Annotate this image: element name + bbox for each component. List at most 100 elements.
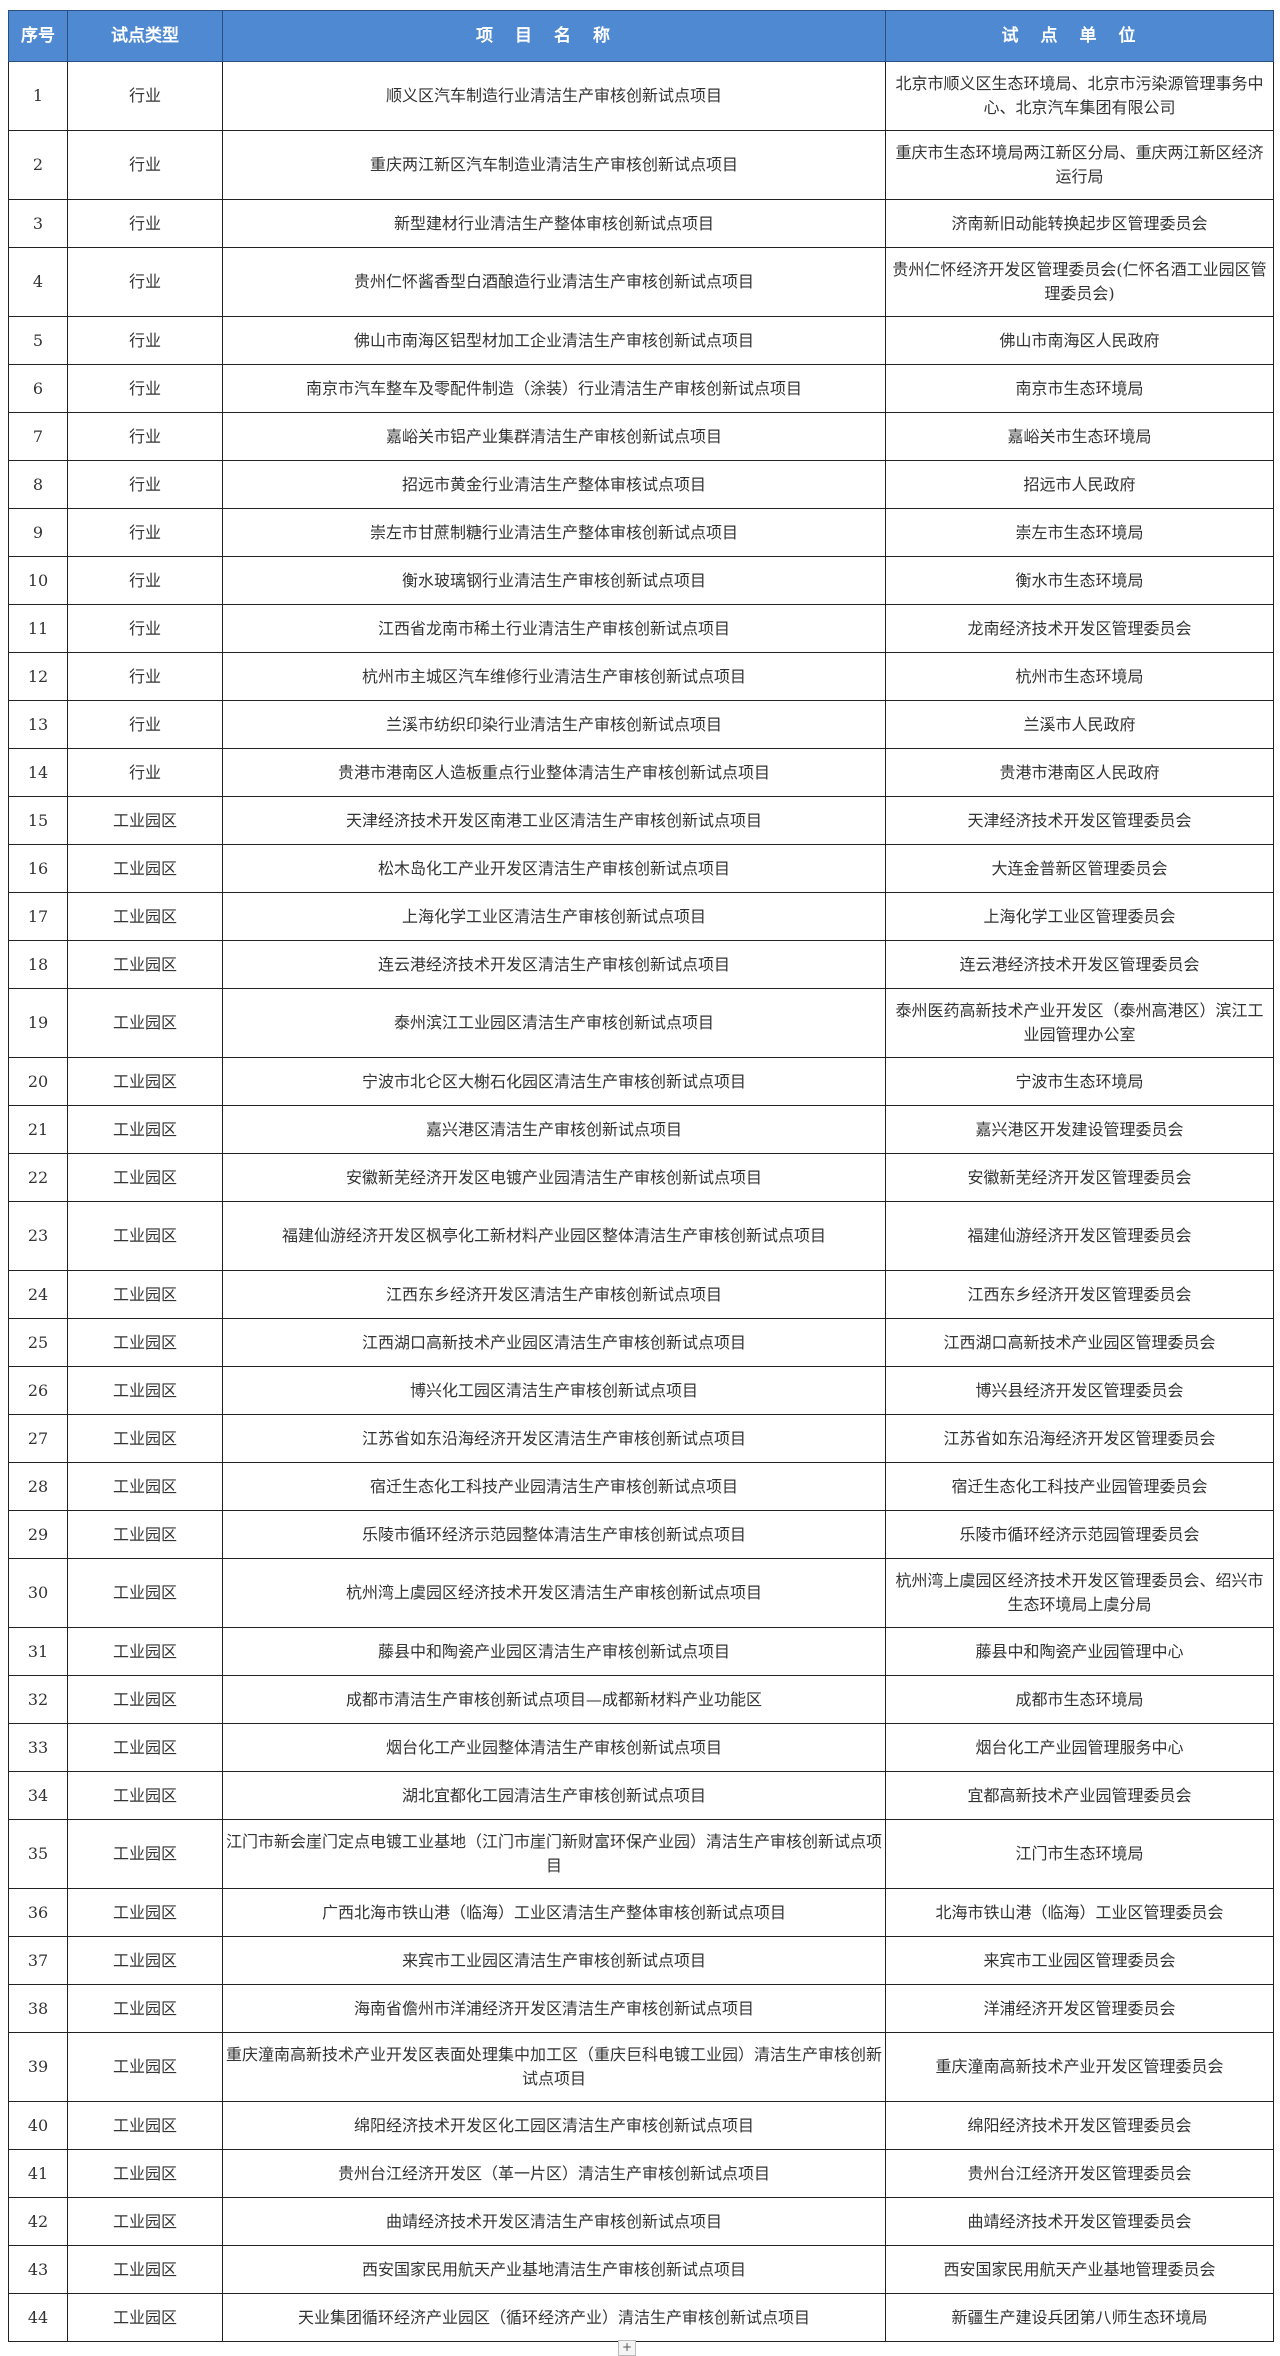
table-row: 34 工业园区 湖北宜都化工园清洁生产审核创新试点项目 宜都高新技术产业园管理委员会 [8, 1771, 1274, 1820]
cell-unit: 兰溪市人民政府 [885, 700, 1274, 749]
cell-type: 工业园区 [67, 1888, 223, 1937]
cell-type: 工业园区 [67, 1771, 223, 1820]
cell-project: 重庆两江新区汽车制造业清洁生产审核创新试点项目 [222, 130, 886, 200]
cell-type: 工业园区 [67, 2149, 223, 2198]
header-index: 序号 [8, 10, 68, 62]
cell-type: 工业园区 [67, 1201, 223, 1271]
table-row: 11 行业 江西省龙南市稀土行业清洁生产审核创新试点项目 龙南经济技术开发区管理委员会 [8, 604, 1274, 653]
cell-project: 来宾市工业园区清洁生产审核创新试点项目 [222, 1936, 886, 1985]
table-row: 24 工业园区 江西东乡经济开发区清洁生产审核创新试点项目 江西东乡经济开发区管理委员… [8, 1270, 1274, 1319]
cell-unit: 杭州湾上虞园区经济技术开发区管理委员会、绍兴市生态环境局上虞分局 [885, 1558, 1274, 1628]
cell-index: 9 [8, 508, 68, 557]
cell-unit: 江苏省如东沿海经济开发区管理委员会 [885, 1414, 1274, 1463]
cell-unit: 龙南经济技术开发区管理委员会 [885, 604, 1274, 653]
table-row: 33 工业园区 烟台化工产业园整体清洁生产审核创新试点项目 烟台化工产业园管理服务中心 [8, 1723, 1274, 1772]
cell-index: 25 [8, 1318, 68, 1367]
table-row: 7 行业 嘉峪关市铝产业集群清洁生产审核创新试点项目 嘉峪关市生态环境局 [8, 412, 1274, 461]
cell-unit: 北京市顺义区生态环境局、北京市污染源管理事务中心、北京汽车集团有限公司 [885, 61, 1274, 131]
cell-unit: 嘉峪关市生态环境局 [885, 412, 1274, 461]
cell-type: 工业园区 [67, 940, 223, 989]
cell-unit: 藤县中和陶瓷产业园管理中心 [885, 1627, 1274, 1676]
cell-type: 行业 [67, 748, 223, 797]
cell-project: 乐陵市循环经济示范园整体清洁生产审核创新试点项目 [222, 1510, 886, 1559]
cell-project: 松木岛化工产业开发区清洁生产审核创新试点项目 [222, 844, 886, 893]
cell-project: 连云港经济技术开发区清洁生产审核创新试点项目 [222, 940, 886, 989]
cell-index: 2 [8, 130, 68, 200]
cell-unit: 崇左市生态环境局 [885, 508, 1274, 557]
cell-index: 12 [8, 652, 68, 701]
cell-type: 工业园区 [67, 1723, 223, 1772]
cell-unit: 大连金普新区管理委员会 [885, 844, 1274, 893]
cell-project: 江西东乡经济开发区清洁生产审核创新试点项目 [222, 1270, 886, 1319]
cell-type: 工业园区 [67, 2293, 223, 2342]
cell-index: 34 [8, 1771, 68, 1820]
cell-project: 南京市汽车整车及零配件制造（涂装）行业清洁生产审核创新试点项目 [222, 364, 886, 413]
table-row: 3 行业 新型建材行业清洁生产整体审核创新试点项目 济南新旧动能转换起步区管理委员会 [8, 199, 1274, 248]
cell-type: 工业园区 [67, 2245, 223, 2294]
header-unit: 试点单位 [885, 10, 1274, 62]
cell-index: 42 [8, 2197, 68, 2246]
cell-unit: 江西东乡经济开发区管理委员会 [885, 1270, 1274, 1319]
cell-unit: 佛山市南海区人民政府 [885, 316, 1274, 365]
cell-type: 工业园区 [67, 1270, 223, 1319]
cell-project: 江门市新会崖门定点电镀工业基地（江门市崖门新财富环保产业园）清洁生产审核创新试点… [222, 1819, 886, 1889]
cell-unit: 江西湖口高新技术产业园区管理委员会 [885, 1318, 1274, 1367]
cell-project: 嘉兴港区清洁生产审核创新试点项目 [222, 1105, 886, 1154]
cell-project: 博兴化工园区清洁生产审核创新试点项目 [222, 1366, 886, 1415]
cell-type: 行业 [67, 199, 223, 248]
cell-type: 行业 [67, 61, 223, 131]
cell-unit: 嘉兴港区开发建设管理委员会 [885, 1105, 1274, 1154]
cell-project: 杭州湾上虞园区经济技术开发区清洁生产审核创新试点项目 [222, 1558, 886, 1628]
cell-type: 工业园区 [67, 1936, 223, 1985]
table-row: 27 工业园区 江苏省如东沿海经济开发区清洁生产审核创新试点项目 江苏省如东沿海经济开… [8, 1414, 1274, 1463]
cell-type: 工业园区 [67, 844, 223, 893]
cell-unit: 杭州市生态环境局 [885, 652, 1274, 701]
table-row: 1 行业 顺义区汽车制造行业清洁生产审核创新试点项目 北京市顺义区生态环境局、北京市污… [8, 61, 1274, 131]
cell-type: 工业园区 [67, 2197, 223, 2246]
cell-type: 行业 [67, 247, 223, 317]
cell-type: 行业 [67, 508, 223, 557]
cell-project: 贵州仁怀酱香型白酒酿造行业清洁生产审核创新试点项目 [222, 247, 886, 317]
cell-type: 工业园区 [67, 988, 223, 1058]
table-row: 10 行业 衡水玻璃钢行业清洁生产审核创新试点项目 衡水市生态环境局 [8, 556, 1274, 605]
cell-unit: 宁波市生态环境局 [885, 1057, 1274, 1106]
cell-project: 福建仙游经济开发区枫亭化工新材料产业园区整体清洁生产审核创新试点项目 [222, 1201, 886, 1271]
cell-index: 32 [8, 1675, 68, 1724]
cell-unit: 南京市生态环境局 [885, 364, 1274, 413]
cell-project: 西安国家民用航天产业基地清洁生产审核创新试点项目 [222, 2245, 886, 2294]
cell-type: 行业 [67, 652, 223, 701]
cell-type: 行业 [67, 130, 223, 200]
table-row: 22 工业园区 安徽新芜经济开发区电镀产业园清洁生产审核创新试点项目 安徽新芜经济开发… [8, 1153, 1274, 1202]
cell-project: 宿迁生态化工科技产业园清洁生产审核创新试点项目 [222, 1462, 886, 1511]
pilot-projects-table: 序号 试点类型 项目名称 试点单位 1 行业 顺义区汽车制造行业清洁生产审核创新试点… [8, 10, 1274, 2342]
cell-project: 成都市清洁生产审核创新试点项目—成都新材料产业功能区 [222, 1675, 886, 1724]
cell-index: 38 [8, 1984, 68, 2033]
cell-project: 江西湖口高新技术产业园区清洁生产审核创新试点项目 [222, 1318, 886, 1367]
cell-unit: 曲靖经济技术开发区管理委员会 [885, 2197, 1274, 2246]
cell-index: 19 [8, 988, 68, 1058]
cell-unit: 重庆市生态环境局两江新区分局、重庆两江新区经济运行局 [885, 130, 1274, 200]
cell-index: 40 [8, 2101, 68, 2150]
table-row: 37 工业园区 来宾市工业园区清洁生产审核创新试点项目 来宾市工业园区管理委员会 [8, 1936, 1274, 1985]
cell-unit: 重庆潼南高新技术产业开发区管理委员会 [885, 2032, 1274, 2102]
cell-type: 工业园区 [67, 1819, 223, 1889]
cell-type: 行业 [67, 316, 223, 365]
cell-type: 行业 [67, 364, 223, 413]
cell-unit: 江门市生态环境局 [885, 1819, 1274, 1889]
table-row: 5 行业 佛山市南海区铝型材加工企业清洁生产审核创新试点项目 佛山市南海区人民政府 [8, 316, 1274, 365]
cell-unit: 西安国家民用航天产业基地管理委员会 [885, 2245, 1274, 2294]
table-row: 43 工业园区 西安国家民用航天产业基地清洁生产审核创新试点项目 西安国家民用航天产业… [8, 2245, 1274, 2294]
cell-index: 27 [8, 1414, 68, 1463]
cell-project: 海南省儋州市洋浦经济开发区清洁生产审核创新试点项目 [222, 1984, 886, 2033]
cell-type: 工业园区 [67, 1627, 223, 1676]
cell-project: 广西北海市铁山港（临海）工业区清洁生产整体审核创新试点项目 [222, 1888, 886, 1937]
cell-index: 5 [8, 316, 68, 365]
cell-unit: 宜都高新技术产业园管理委员会 [885, 1771, 1274, 1820]
cell-type: 工业园区 [67, 1153, 223, 1202]
add-sheet-button[interactable]: + [618, 2340, 636, 2356]
cell-project: 安徽新芜经济开发区电镀产业园清洁生产审核创新试点项目 [222, 1153, 886, 1202]
cell-unit: 成都市生态环境局 [885, 1675, 1274, 1724]
cell-project: 绵阳经济技术开发区化工园区清洁生产审核创新试点项目 [222, 2101, 886, 2150]
cell-index: 39 [8, 2032, 68, 2102]
cell-unit: 绵阳经济技术开发区管理委员会 [885, 2101, 1274, 2150]
